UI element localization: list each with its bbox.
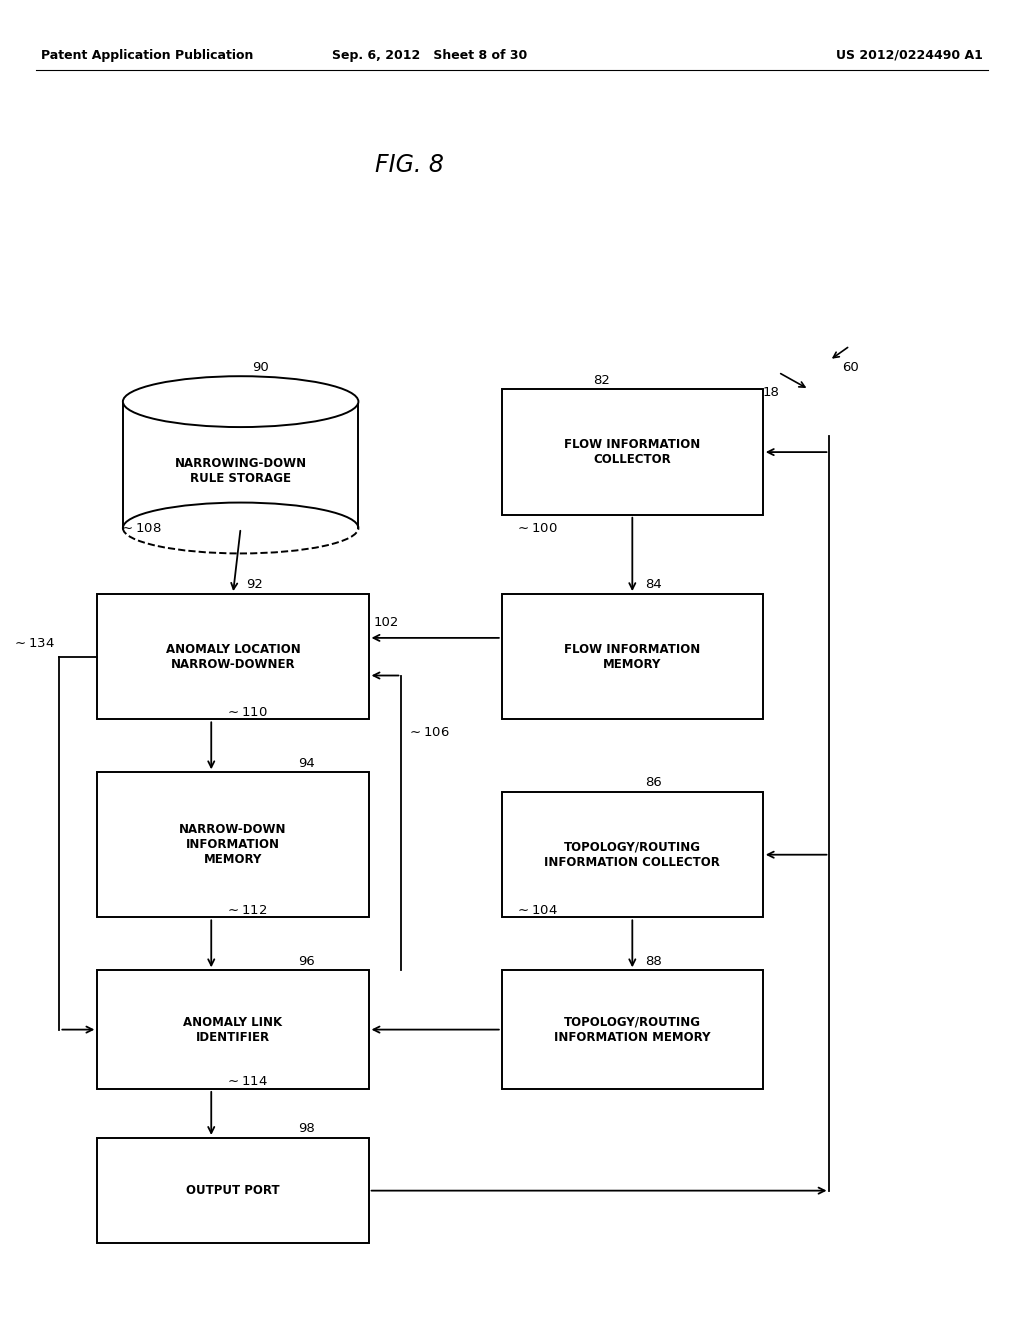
Text: $\sim$110: $\sim$110: [224, 706, 267, 719]
Text: 60: 60: [842, 360, 858, 374]
Text: $\sim$104: $\sim$104: [515, 904, 558, 917]
Bar: [502, 792, 763, 917]
Text: 94: 94: [298, 756, 314, 770]
Text: TOPOLOGY/ROUTING
INFORMATION COLLECTOR: TOPOLOGY/ROUTING INFORMATION COLLECTOR: [545, 841, 720, 869]
Text: ANOMALY LOCATION
NARROW-DOWNER: ANOMALY LOCATION NARROW-DOWNER: [166, 643, 300, 671]
Text: US 2012/0224490 A1: US 2012/0224490 A1: [837, 49, 983, 62]
Text: FLOW INFORMATION
COLLECTOR: FLOW INFORMATION COLLECTOR: [564, 438, 700, 466]
Text: $\sim$134: $\sim$134: [11, 638, 54, 649]
Text: 98: 98: [298, 1122, 314, 1135]
Bar: [124, 403, 357, 527]
Bar: [502, 594, 763, 719]
Text: $\sim$106: $\sim$106: [407, 726, 450, 739]
Text: 88: 88: [645, 954, 663, 968]
Bar: [123, 401, 358, 528]
Text: ANOMALY LINK
IDENTIFIER: ANOMALY LINK IDENTIFIER: [183, 1015, 283, 1044]
Text: Sep. 6, 2012   Sheet 8 of 30: Sep. 6, 2012 Sheet 8 of 30: [333, 49, 527, 62]
Text: $\sim$100: $\sim$100: [515, 521, 557, 535]
Text: $\sim$108: $\sim$108: [119, 521, 162, 535]
Text: TOPOLOGY/ROUTING
INFORMATION MEMORY: TOPOLOGY/ROUTING INFORMATION MEMORY: [554, 1015, 711, 1044]
Text: OUTPUT PORT: OUTPUT PORT: [186, 1184, 280, 1197]
Text: $\sim$114: $\sim$114: [224, 1074, 267, 1088]
Bar: [502, 970, 763, 1089]
Bar: [502, 389, 763, 515]
Bar: [97, 772, 369, 917]
Text: 96: 96: [298, 954, 314, 968]
Text: 82: 82: [593, 374, 610, 387]
Text: 84: 84: [645, 578, 663, 591]
Text: 90: 90: [253, 360, 269, 374]
Ellipse shape: [123, 376, 358, 428]
Text: 102: 102: [374, 616, 399, 630]
Text: Patent Application Publication: Patent Application Publication: [41, 49, 253, 62]
Text: 92: 92: [247, 578, 263, 591]
Text: 86: 86: [645, 776, 663, 789]
Bar: [97, 970, 369, 1089]
Text: FLOW INFORMATION
MEMORY: FLOW INFORMATION MEMORY: [564, 643, 700, 671]
Text: NARROW-DOWN
INFORMATION
MEMORY: NARROW-DOWN INFORMATION MEMORY: [179, 824, 287, 866]
Text: NARROWING-DOWN
RULE STORAGE: NARROWING-DOWN RULE STORAGE: [174, 457, 307, 486]
Text: 18: 18: [763, 385, 779, 399]
Text: $\sim$112: $\sim$112: [224, 904, 267, 917]
Bar: [97, 1138, 369, 1243]
Text: FIG. 8: FIG. 8: [375, 153, 444, 177]
Bar: [97, 594, 369, 719]
